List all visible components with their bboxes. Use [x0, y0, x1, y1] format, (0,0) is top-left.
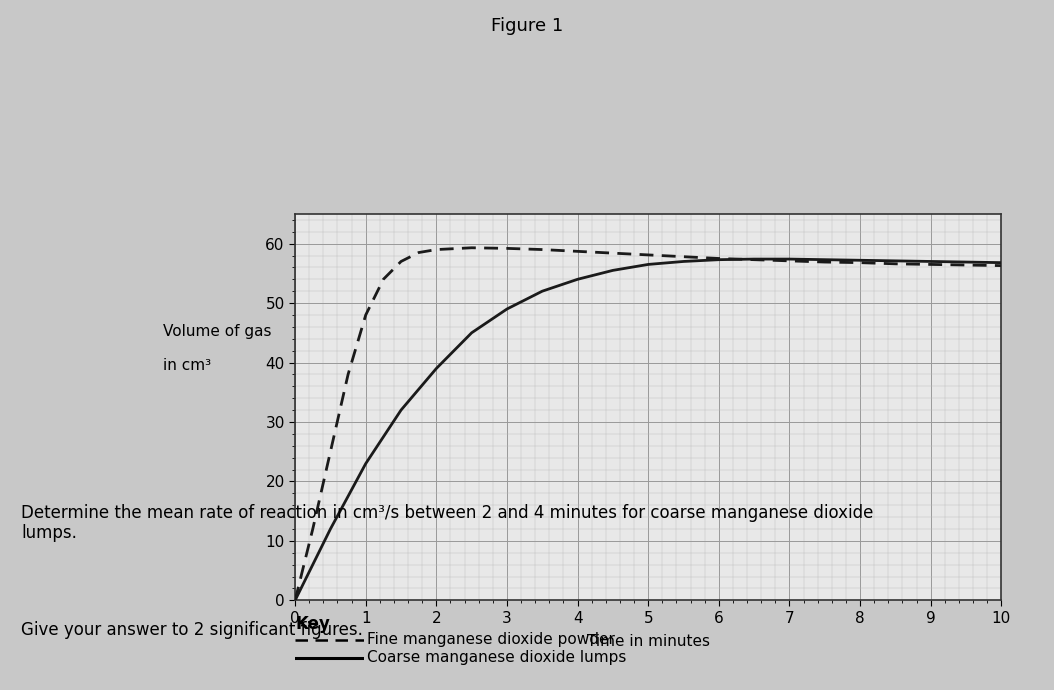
X-axis label: Time in minutes: Time in minutes [587, 634, 709, 649]
Text: Coarse manganese dioxide lumps: Coarse manganese dioxide lumps [367, 650, 626, 665]
Text: in cm³: in cm³ [163, 358, 212, 373]
Text: Figure 1: Figure 1 [491, 17, 563, 35]
Text: Key: Key [295, 615, 330, 633]
Text: Give your answer to 2 significant figures.: Give your answer to 2 significant figure… [21, 621, 363, 639]
Text: Fine manganese dioxide powder: Fine manganese dioxide powder [367, 632, 614, 647]
Text: Determine the mean rate of reaction in cm³/s between 2 and 4 minutes for coarse : Determine the mean rate of reaction in c… [21, 504, 874, 542]
Text: Volume of gas: Volume of gas [163, 324, 272, 339]
